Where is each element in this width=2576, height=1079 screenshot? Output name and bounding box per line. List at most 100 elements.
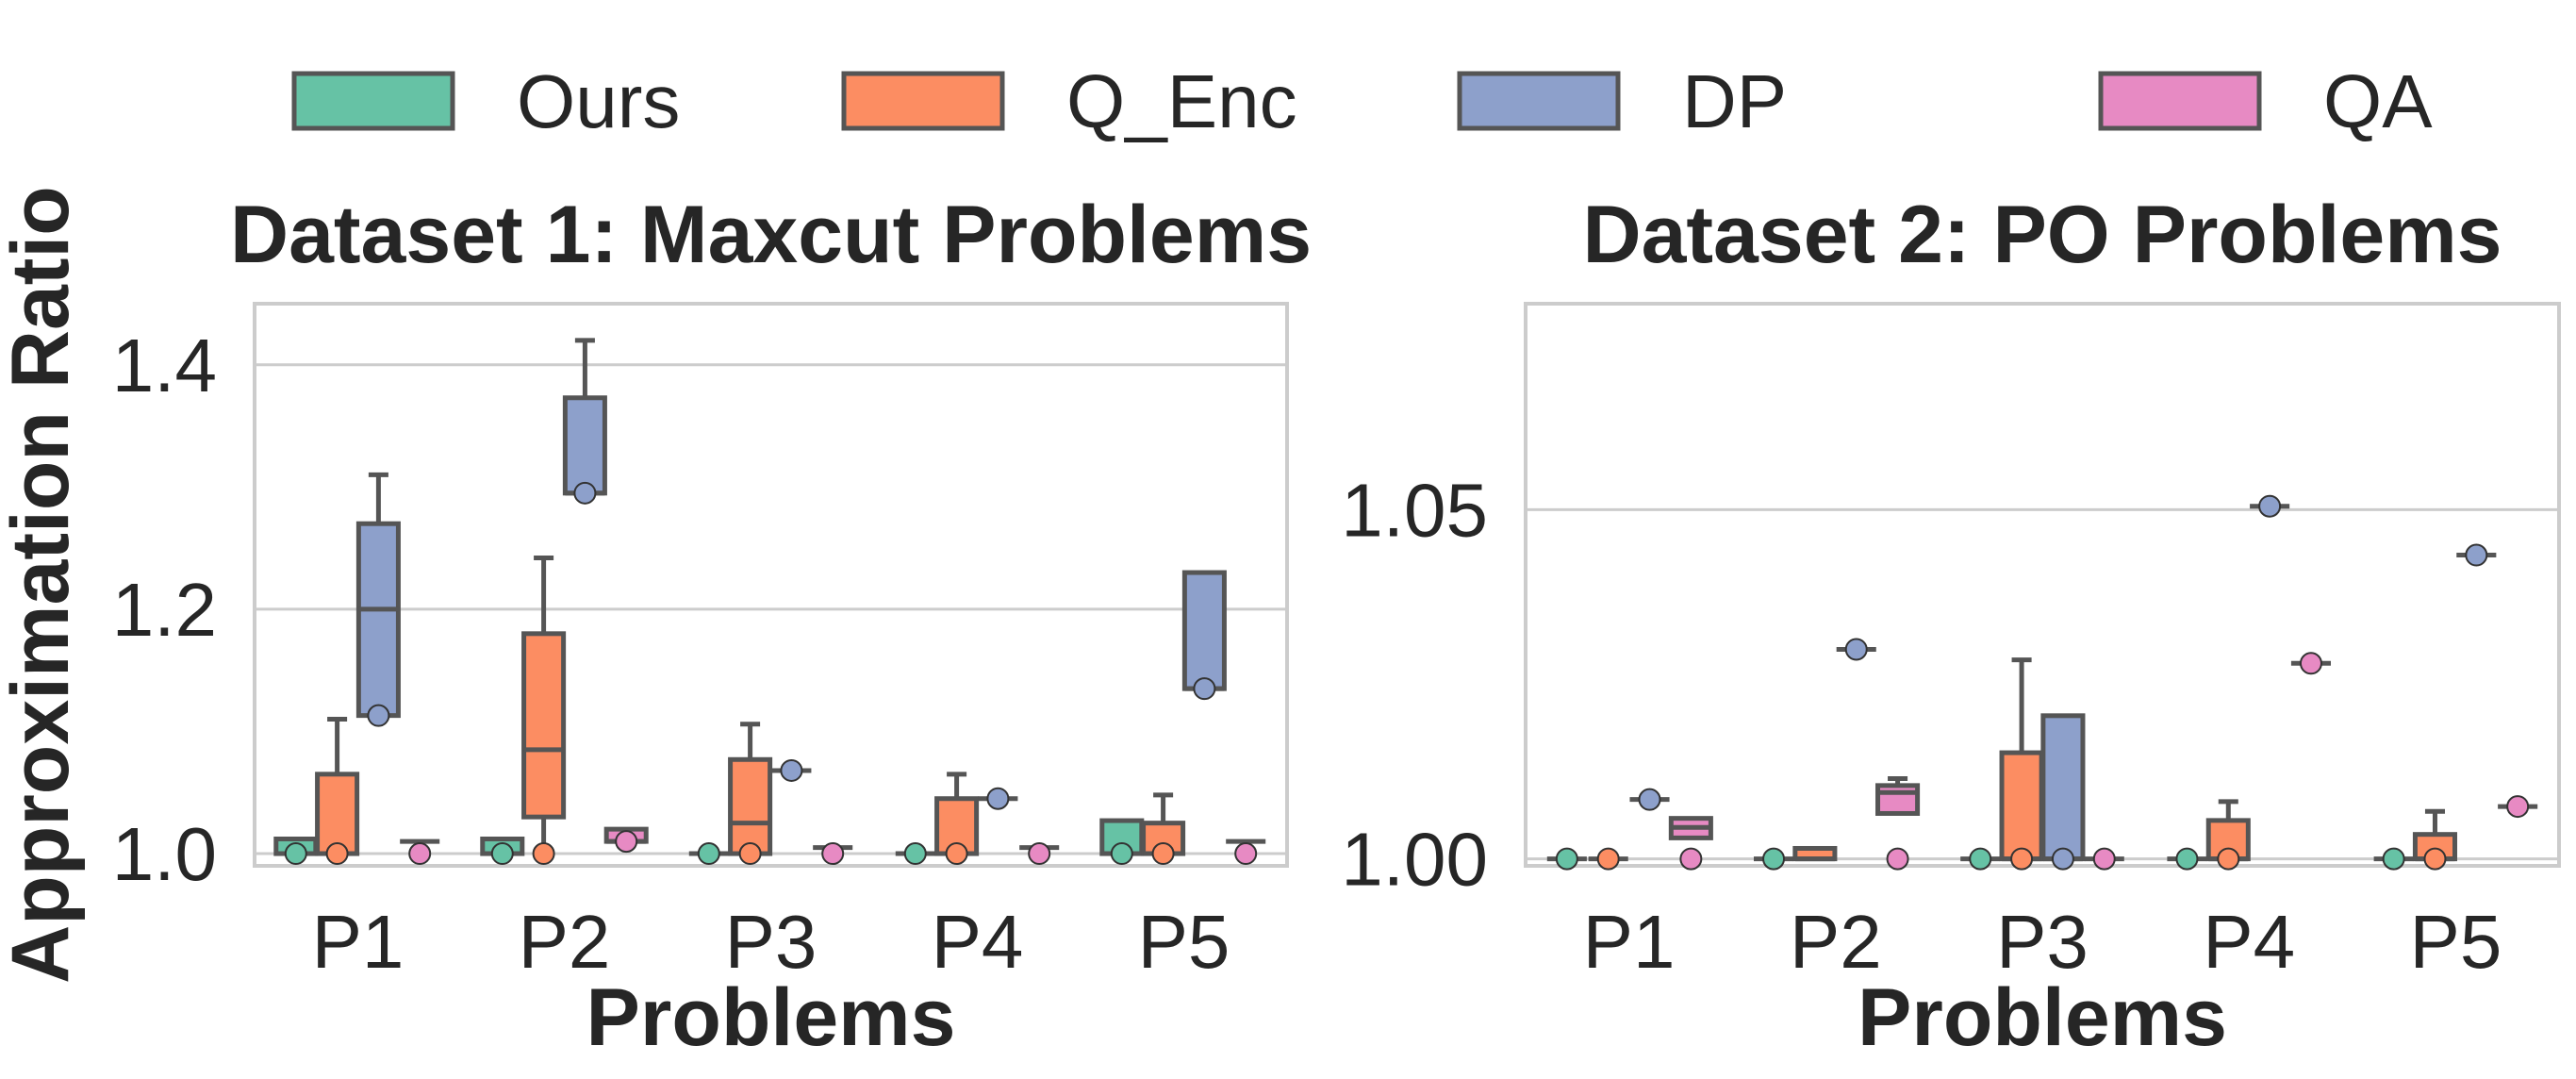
legend-swatch-qa [2098,71,2262,131]
legend-label-ours: Ours [517,59,680,143]
box-q_enc-p1 [1588,847,1628,871]
data-point [408,842,432,866]
data-point [903,842,927,866]
box-ours-p5 [2373,847,2414,871]
box-body [2040,713,2086,862]
x-tick-label: P4 [932,900,1024,984]
box-dp-p2 [1836,638,1876,661]
data-point [738,842,762,866]
box-dp-p5 [2456,543,2497,567]
legend-swatch-ours [291,71,455,131]
data-point [367,704,390,727]
box-dp-p5 [1181,570,1227,701]
legend-swatch-dp [1457,71,1621,131]
box-ours-p1 [1546,847,1587,871]
data-point [2175,847,2199,871]
box-ours-p3 [688,842,729,866]
data-point [1028,842,1051,866]
box-qa-p4 [2290,652,2332,675]
data-point [2423,847,2447,871]
box-q_enc-p3 [728,722,773,866]
box-dp-p3 [2040,713,2086,871]
box-body [1181,570,1227,691]
data-point [986,787,1010,810]
box-qa-p4 [1019,842,1060,866]
box-q_enc-p1 [315,717,360,866]
data-point [2299,652,2322,675]
data-point [1555,847,1578,871]
data-point [2382,847,2405,871]
data-point [2217,847,2240,871]
x-tick-label: P4 [2203,900,2295,984]
x-tick-label: P2 [519,900,611,984]
data-point [2465,543,2488,567]
box-q_enc-p4 [934,772,980,866]
box-ours-p2 [480,836,525,866]
legend-label-qa: QA [2323,59,2433,143]
data-point [1234,842,1258,866]
box-qa-p2 [603,826,649,854]
box-dp-p1 [355,472,401,727]
box-dp-p2 [562,338,607,505]
y-tick-label: 1.4 [112,324,217,407]
box-qa-p1 [400,838,440,866]
box-qa-p3 [813,842,853,866]
panel-title: Dataset 1: Maxcut Problems [230,190,1312,280]
x-tick-label: P1 [312,900,405,984]
data-point [821,842,845,866]
x-tick-label: P3 [1996,900,2089,984]
data-point [1844,638,1868,661]
data-point [1679,847,1703,871]
box-ours-p5 [1099,818,1145,866]
x-tick-label: P5 [1138,900,1230,984]
box-body [1999,750,2044,862]
x-axis-label: Problems [586,972,956,1063]
box-q_enc-p3 [1999,657,2044,871]
data-point [490,842,514,866]
box-ours-p1 [273,836,319,866]
data-point [1193,677,1216,701]
data-point [325,842,349,866]
box-q_enc-p5 [2412,808,2458,871]
box-dp-p4 [2250,494,2290,518]
box-body [521,631,567,820]
data-point [1151,842,1175,866]
x-tick-label: P2 [1790,900,1882,984]
box-q_enc-p5 [1141,792,1186,866]
data-point [573,481,597,505]
data-point [2010,847,2034,871]
box-dp-p3 [771,758,812,782]
data-point [2506,795,2530,819]
box-body [355,521,401,719]
x-tick-label: P3 [725,900,817,984]
box-body [562,395,607,496]
box-dp-p4 [978,787,1018,810]
box-dp-p1 [1629,788,1670,811]
y-tick-label: 1.00 [1341,818,1488,902]
data-point [1969,847,1992,871]
box-qa-p3 [2084,847,2124,871]
box-body [728,756,773,856]
data-point [697,842,720,866]
y-tick-label: 1.2 [112,568,217,652]
box-qa-p5 [2498,795,2538,819]
box-q_enc-p2 [521,555,567,866]
x-axis-label: Problems [1858,972,2227,1063]
box-qa-p2 [1875,775,1921,871]
data-point [2258,494,2282,518]
box-qa-p5 [1226,838,1266,866]
box-ours-p4 [895,842,935,866]
data-point [284,842,307,866]
box-body [315,772,360,856]
axes-frame [253,302,1289,868]
box-body [1875,783,1921,816]
legend: Ours Q_Enc DP QA [291,59,2433,143]
data-point [945,842,968,866]
axes-frame [1524,302,2561,868]
data-point [1762,847,1786,871]
box-ours-p3 [1960,847,2001,871]
legend-label-dp: DP [1682,59,1787,143]
legend-swatch-q_enc [841,71,1005,131]
data-point [532,842,555,866]
